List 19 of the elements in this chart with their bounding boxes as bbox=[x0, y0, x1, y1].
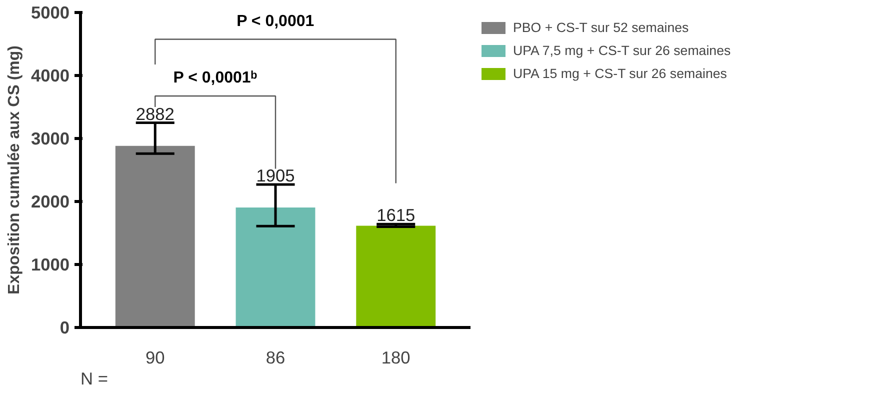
y-tick-label: 3000 bbox=[30, 128, 70, 148]
data-label: 2882 bbox=[136, 104, 174, 124]
data-label: 1615 bbox=[376, 205, 416, 226]
legend-label: UPA 7,5 mg + CS-T sur 26 semaines bbox=[513, 43, 731, 58]
annotation: P < 0,0001ᵇ bbox=[173, 70, 258, 87]
y-axis-title: Exposition cumulée aux CS (mg) bbox=[6, 46, 23, 294]
legend-label: PBO + CS-T sur 52 semaines bbox=[513, 20, 689, 35]
data-label: 1905 bbox=[256, 165, 295, 186]
legend-label: UPA 15 mg + CS-T sur 26 semaines bbox=[513, 66, 727, 81]
y-tick-label: 2000 bbox=[30, 192, 70, 212]
y-tick-label: 4000 bbox=[30, 66, 70, 86]
text: N = bbox=[80, 368, 108, 388]
y-tick-label: 5000 bbox=[30, 2, 70, 22]
x-tick-label: 90 bbox=[145, 348, 165, 368]
y-tick-label: 1000 bbox=[30, 254, 70, 274]
annotation: P < 0,0001 bbox=[236, 12, 314, 30]
y-tick-label: 0 bbox=[60, 318, 70, 338]
x-tick-label: 86 bbox=[266, 348, 286, 368]
x-tick-label: 180 bbox=[381, 348, 410, 368]
